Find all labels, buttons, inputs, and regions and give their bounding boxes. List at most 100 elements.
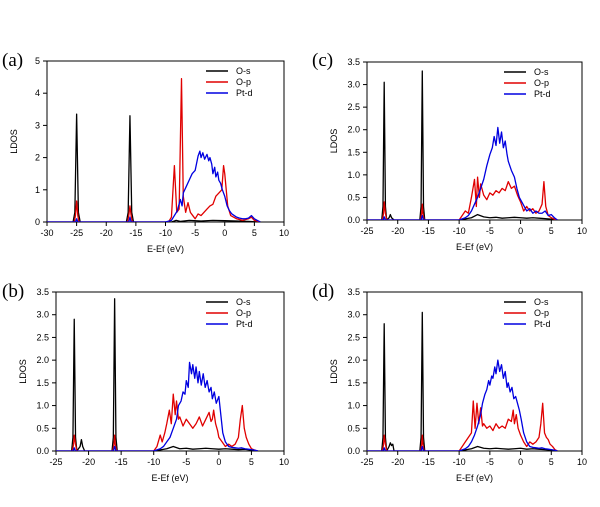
x-tick-label: -25 (360, 226, 373, 236)
series-line-o-s (56, 298, 259, 451)
x-axis-title: E-Ef (eV) (147, 244, 184, 254)
series-line-pt-d (56, 361, 259, 451)
y-tick-label: 4 (35, 88, 40, 98)
plot-frame (366, 291, 583, 452)
y-tick-label: 2.0 (347, 125, 360, 135)
panel-label: (d) (312, 281, 334, 302)
x-tick-label: -25 (70, 228, 83, 238)
x-tick-label: -25 (49, 457, 62, 467)
series-line-o-s (47, 113, 261, 222)
panel-label: (a) (2, 50, 23, 71)
y-tick-label: 2.5 (347, 102, 360, 112)
y-tick-label: 2.0 (36, 355, 49, 365)
x-tick-label: -5 (486, 457, 494, 467)
y-tick-label: 0.0 (36, 446, 49, 456)
x-tick-label: -10 (453, 457, 466, 467)
x-tick-label: 5 (549, 226, 554, 236)
x-axis-title: E-Ef (eV) (456, 473, 493, 483)
legend: O-sO-pPt-d (504, 67, 551, 99)
ldos-panel-d: (d) -25 -20 -15 -10 -5 0 5 10 0.0 0.5 1.0 1.5 2.0 2.5 3… (312, 281, 587, 483)
y-tick-label: 3.5 (347, 287, 360, 297)
y-tick-label: 0.0 (347, 215, 360, 225)
x-axis-title: E-Ef (eV) (456, 242, 493, 252)
x-tick-label: -15 (422, 457, 435, 467)
x-tick-label: -10 (453, 226, 466, 236)
x-tick-label: -30 (40, 228, 53, 238)
x-tick-label: -20 (100, 228, 113, 238)
y-axis-title: LDOS (9, 129, 19, 154)
y-tick-label: 3.0 (347, 80, 360, 90)
x-tick-label: 0 (222, 228, 227, 238)
y-tick-label: 3.5 (347, 57, 360, 67)
legend-label: O-p (534, 308, 549, 318)
y-tick-label: 3 (35, 120, 40, 130)
x-tick-label: -20 (391, 226, 404, 236)
legend-label: O-s (236, 66, 251, 76)
y-tick-label: 3.5 (36, 287, 49, 297)
y-tick-label: 1.0 (347, 401, 360, 411)
x-tick-label: -15 (129, 228, 142, 238)
ldos-panel-b: (b) -25 -20 -15 -10 -5 0 5 10 0.0 0.5 1.0 1.5 2.0 2.5 3… (2, 281, 289, 483)
y-tick-label: 0.5 (347, 192, 360, 202)
y-tick-label: 1 (35, 185, 40, 195)
y-tick-label: 5 (35, 56, 40, 66)
series-line-pt-d (367, 126, 558, 220)
x-tick-label: -10 (147, 457, 160, 467)
y-tick-label: 3.0 (347, 310, 360, 320)
legend-label: O-p (236, 308, 251, 318)
y-axis-title: LDOS (329, 359, 339, 384)
x-tick-label: 5 (549, 457, 554, 467)
legend-label: Pt-d (236, 88, 253, 98)
x-tick-label: -15 (115, 457, 128, 467)
x-tick-label: 0 (518, 226, 523, 236)
ldos-panel-c: (c) -25 -20 -15 -10 -5 0 5 10 0.0 0.5 1.0 1.5 2.0 2.5 3… (312, 50, 587, 252)
y-tick-label: 1.0 (36, 401, 49, 411)
panel-label: (c) (312, 50, 333, 71)
legend-label: Pt-d (534, 89, 551, 99)
x-tick-label: 10 (577, 457, 587, 467)
y-axis-title: LDOS (18, 359, 28, 384)
x-tick-label: -5 (182, 457, 190, 467)
series-line-pt-d (367, 359, 558, 451)
legend: O-sO-pPt-d (206, 297, 253, 329)
legend-label: O-s (534, 297, 549, 307)
y-tick-label: 2 (35, 153, 40, 163)
y-tick-label: 3.0 (36, 310, 49, 320)
series-line-o-s (367, 311, 558, 451)
x-tick-label: -25 (360, 457, 373, 467)
x-tick-label: -10 (159, 228, 172, 238)
x-tick-label: 0 (216, 457, 221, 467)
panel-label: (b) (2, 281, 24, 302)
legend-label: O-p (534, 78, 549, 88)
y-tick-label: 0.0 (347, 446, 360, 456)
x-tick-label: 5 (252, 228, 257, 238)
plot-frame (55, 291, 285, 452)
y-tick-label: 0.5 (347, 423, 360, 433)
y-tick-label: 2.5 (36, 332, 49, 342)
x-tick-label: 10 (577, 226, 587, 236)
series-line-o-p (47, 78, 261, 222)
legend-label: O-p (236, 77, 251, 87)
y-tick-label: 1.0 (347, 170, 360, 180)
legend-label: Pt-d (534, 319, 551, 329)
legend: O-sO-pPt-d (504, 297, 551, 329)
series-line-o-p (367, 176, 558, 220)
legend: O-sO-pPt-d (206, 66, 253, 98)
x-tick-label: -5 (486, 226, 494, 236)
ldos-panel-a: (a) -30 -25 -20 -15 -10 -5 0 5 10 0 1 2 3 4 5 E-Ef (eV) L… (2, 50, 289, 254)
x-tick-label: 10 (279, 228, 289, 238)
x-tick-label: -20 (82, 457, 95, 467)
y-tick-label: 0 (35, 217, 40, 227)
plot-frame (366, 61, 583, 221)
x-tick-label: -5 (191, 228, 199, 238)
y-tick-label: 1.5 (36, 378, 49, 388)
x-tick-label: 0 (518, 457, 523, 467)
y-tick-label: 0.5 (36, 423, 49, 433)
y-tick-label: 1.5 (347, 147, 360, 157)
series-line-o-p (56, 393, 259, 451)
x-tick-label: 5 (249, 457, 254, 467)
x-tick-label: -15 (422, 226, 435, 236)
series-line-pt-d (47, 150, 261, 222)
x-tick-label: -20 (391, 457, 404, 467)
